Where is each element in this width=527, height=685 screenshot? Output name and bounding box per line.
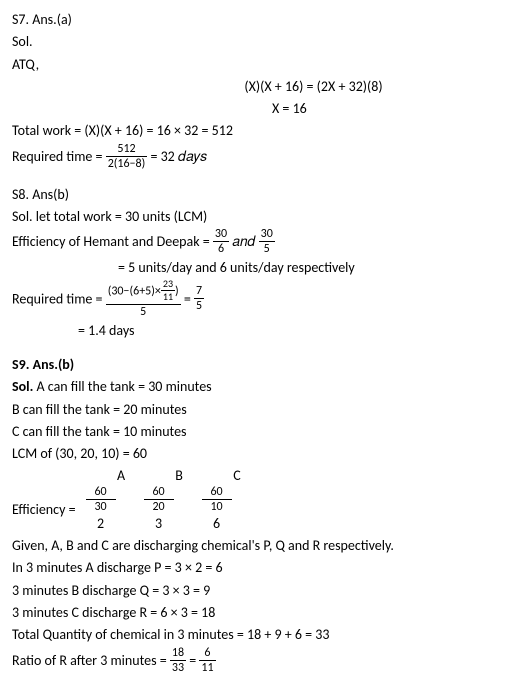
s8-eq: = [181,290,194,307]
s8-frac2-den: 5 [259,242,275,255]
s7-reqtime-result: = 32 𝑑𝑎𝑦𝑠 [147,148,207,165]
s8-bigfrac: (30−(6+5)×2311)5 [106,280,181,318]
s8-sol: Sol. let total work = 30 units (LCM) [12,207,515,227]
s8-res-frac: 75 [194,285,204,312]
s9-eff-num-a: 60 [86,486,116,500]
s9-ratio-label: Ratio of R after 3 minutes = [12,651,170,668]
s7-reqtime-label: Required time = [12,148,106,165]
s8-eff-label: Efficiency of Hemant and Deepak = [12,233,213,250]
s9-eff-label: Efficiency = [12,500,76,520]
s9-lcm: LCM of (30, 20, 10) = 60 [12,444,515,464]
s9-eff-den-b: 20 [144,500,174,513]
s8-final: = 1.4 days [78,321,515,341]
s8-big-num-a: (30−(6+5)× [108,284,161,298]
s9-eff-frac-b: 6020 [144,486,174,513]
s9-r2: 611 [199,647,215,674]
s7-eq1: (X)(X + 16) = (2X + 32)(8) [112,77,515,97]
s8-big-num-b: ) [175,284,179,298]
s7-sol: Sol. [12,32,515,52]
s9-l1: In 3 minutes A discharge P = 3 × 2 = 6 [12,558,515,578]
s9-hdr-b: B [164,466,194,486]
s7-frac: 5122(16−8) [106,143,148,170]
s8-frac1-den: 6 [213,242,229,255]
s7-frac-den: 2(16−8) [106,157,148,170]
s8-frac1-num: 30 [213,228,229,242]
s9-given: Given, A, B and C are discharging chemic… [12,536,515,556]
s8-inner-frac: 2311 [161,279,175,302]
s9-hdr-c: C [222,466,252,486]
s9-eff-frac-c: 6010 [202,486,232,513]
s9-eff-val-b: 3 [144,514,174,534]
s9-c-fill: C can fill the tank = 10 minutes [12,422,515,442]
s9-b-fill: B can fill the tank = 20 minutes [12,400,515,420]
s9-eff-table: 6030 6020 6010 2 3 6 [76,487,232,534]
s8-inner-den: 11 [161,291,175,302]
s9-a-fill: A can fill the tank = 30 minutes [33,378,211,395]
s9-total: Total Quantity of chemical in 3 minutes … [12,625,515,645]
s9-eff-row: Efficiency = 6030 6020 6010 2 3 6 [12,487,515,534]
s8-res-den: 5 [194,299,204,312]
s9-r2-num: 6 [199,647,215,661]
s7-reqtime: Required time = 5122(16−8) = 32 𝑑𝑎𝑦𝑠 [12,144,515,171]
s8-frac1: 306 [213,228,229,255]
s8-title: S8. Ans(b) [12,185,515,205]
s9-r1-num: 18 [170,647,186,661]
s9-eff-val-a: 2 [86,514,116,534]
s9-eff-val-c: 6 [202,514,232,534]
s8-reqtime: Required time = (30−(6+5)×2311)5 = 75 [12,281,515,319]
s9-title: S9. Ans.(b) [12,355,515,375]
s8-reqtime-label: Required time = [12,290,106,307]
s7-totalwork: Total work = (X)(X + 16) = 16 × 32 = 512 [12,121,515,141]
s9-hdr-a: A [106,466,136,486]
s8-big-num: (30−(6+5)×2311) [106,280,181,305]
s8-res-num: 7 [194,285,204,299]
s8-eff-result: = 5 units/day and 6 units/day respective… [118,258,515,278]
s7-atq: ATQ, [12,55,515,75]
s9-eff-num-b: 60 [144,486,174,500]
s7-frac-num: 512 [106,143,148,157]
s9-eff-num-c: 60 [202,486,232,500]
s9-l3: 3 minutes C discharge R = 6 × 3 = 18 [12,603,515,623]
s9-l2: 3 minutes B discharge Q = 3 × 3 = 9 [12,581,515,601]
s9-r1: 1833 [170,647,186,674]
s9-eff-headers: A B C [106,466,515,486]
s7-totalwork-label: Total work = [12,122,84,139]
s9-eff-den-a: 30 [86,500,116,513]
s9-eff-den-c: 10 [202,500,232,513]
s8-frac2-num: 30 [259,228,275,242]
s9-ratio: Ratio of R after 3 minutes = 1833 = 611 [12,648,515,675]
s8-inner-num: 23 [161,279,175,291]
s8-frac2: 305 [259,228,275,255]
s9-r1-den: 33 [170,661,186,674]
s9-eff-frac-a: 6030 [86,486,116,513]
s8-big-den: 5 [106,305,181,318]
s9-sol-line: Sol. A can fill the tank = 30 minutes [12,377,515,397]
s8-and: 𝑎𝑛𝑑 [229,233,259,250]
s7-totalwork-expr: (X)(X + 16) = 16 × 32 = 512 [84,122,233,139]
s9-r2-den: 11 [199,661,215,674]
s8-eff: Efficiency of Hemant and Deepak = 306 𝑎𝑛… [12,229,515,256]
s7-eq2: X = 16 [272,99,515,119]
s9-sol-label: Sol. [12,378,33,395]
s7-title: S7. Ans.(a) [12,10,515,30]
s9-eq: = [186,651,199,668]
